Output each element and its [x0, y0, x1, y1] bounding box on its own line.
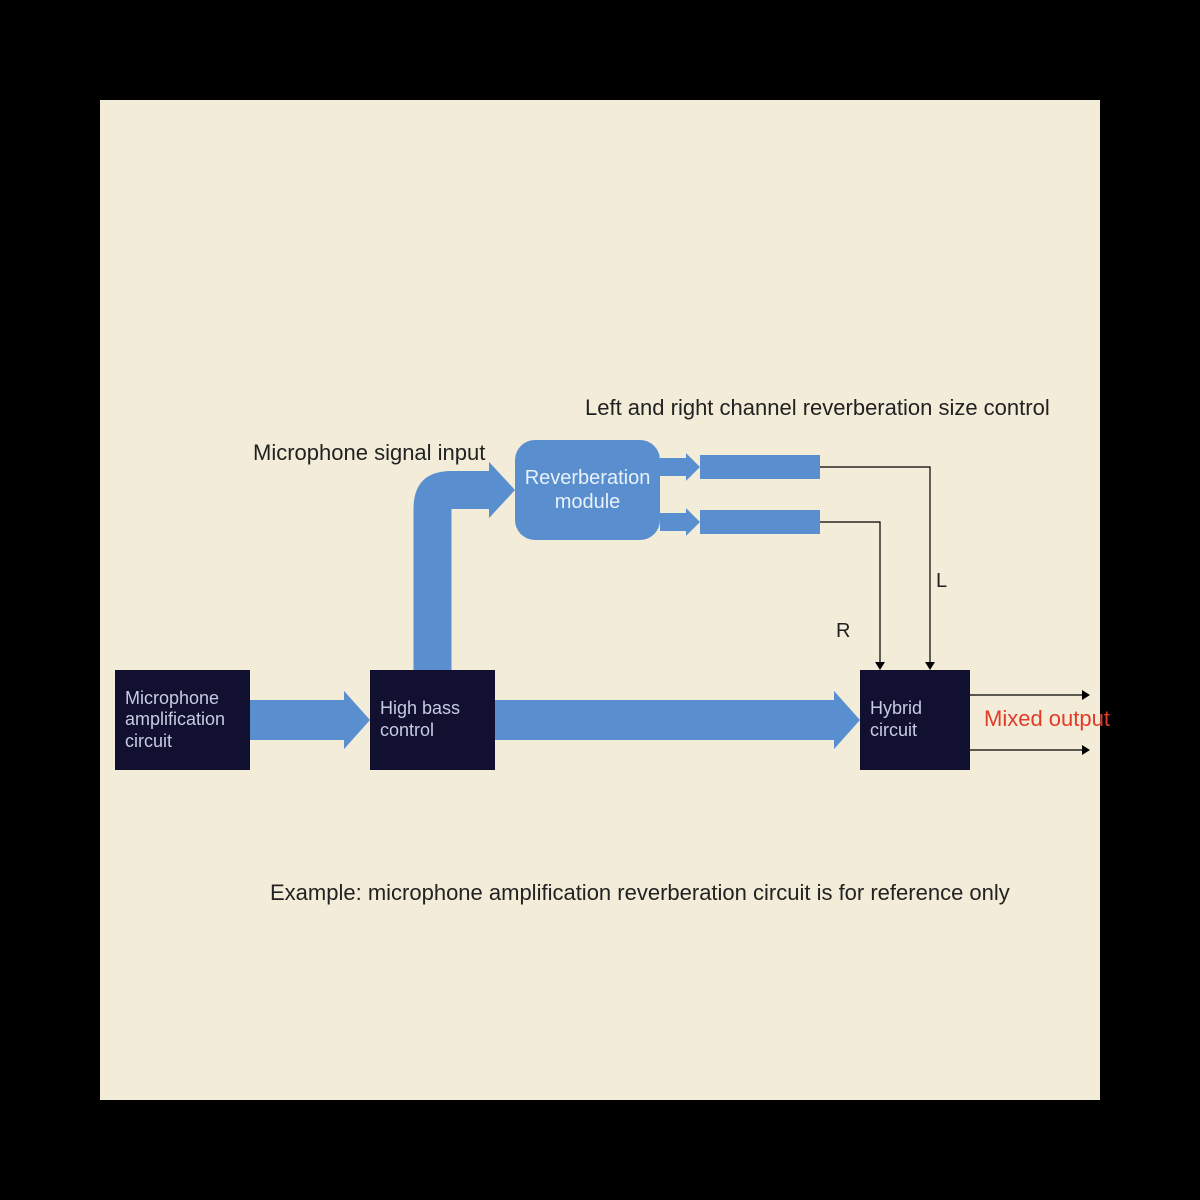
- block-hybrid-circuit: Hybrid circuit: [860, 670, 970, 770]
- slider-reverb-left: [700, 455, 820, 479]
- caption: Example: microphone amplification reverb…: [270, 880, 1010, 906]
- label-reverb-size-control: Left and right channel reverberation siz…: [585, 395, 1050, 421]
- block-reverberation-module: Reverberation module: [515, 440, 660, 540]
- slider-reverb-right: [700, 510, 820, 534]
- diagram-canvas: Microphone amplification circuit High ba…: [100, 100, 1100, 1100]
- label-left-channel: L: [936, 570, 947, 593]
- block-microphone-amplification: Microphone amplification circuit: [115, 670, 250, 770]
- block-label: Microphone amplification circuit: [125, 688, 240, 753]
- block-label: High bass control: [380, 698, 485, 741]
- outer-frame: Microphone amplification circuit High ba…: [0, 0, 1200, 1200]
- label-mixed-output: Mixed output: [984, 706, 1110, 732]
- label-microphone-signal-input: Microphone signal input: [253, 440, 485, 466]
- block-label: Hybrid circuit: [870, 698, 960, 741]
- block-high-bass-control: High bass control: [370, 670, 495, 770]
- label-right-channel: R: [836, 620, 850, 643]
- arrow-overlay: [100, 100, 1100, 1100]
- block-label: Reverberation module: [523, 466, 652, 514]
